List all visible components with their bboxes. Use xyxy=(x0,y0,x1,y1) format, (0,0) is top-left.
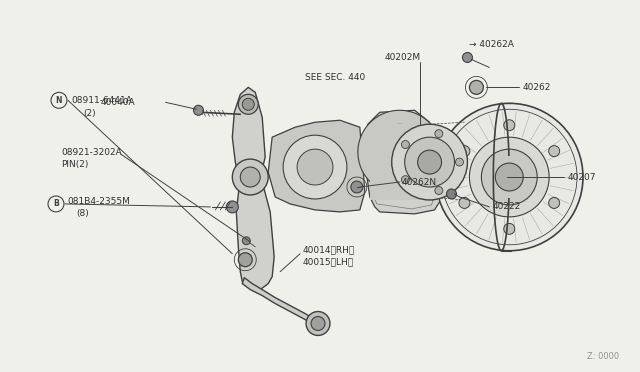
Circle shape xyxy=(447,189,456,199)
Text: Z: 0000: Z: 0000 xyxy=(587,352,619,361)
Text: (2): (2) xyxy=(83,109,95,118)
Text: B: B xyxy=(53,199,59,208)
Circle shape xyxy=(227,201,238,213)
Text: 40202M: 40202M xyxy=(385,53,421,62)
Circle shape xyxy=(297,149,333,185)
Polygon shape xyxy=(268,120,365,212)
Circle shape xyxy=(435,130,443,138)
Circle shape xyxy=(459,198,470,208)
Circle shape xyxy=(504,120,515,131)
Circle shape xyxy=(404,137,454,187)
Circle shape xyxy=(232,159,268,195)
Circle shape xyxy=(351,181,363,193)
Circle shape xyxy=(504,223,515,234)
Text: (8): (8) xyxy=(76,209,89,218)
Text: 40222: 40222 xyxy=(492,202,520,211)
Circle shape xyxy=(283,135,347,199)
Text: PIN(2): PIN(2) xyxy=(61,160,88,169)
Text: 081B4-2355M: 081B4-2355M xyxy=(67,198,130,206)
Circle shape xyxy=(469,137,549,217)
Polygon shape xyxy=(236,152,274,290)
Polygon shape xyxy=(365,110,440,214)
Circle shape xyxy=(456,158,463,166)
Circle shape xyxy=(435,186,443,195)
Circle shape xyxy=(306,311,330,336)
Polygon shape xyxy=(232,87,265,187)
Circle shape xyxy=(459,146,470,157)
Circle shape xyxy=(495,163,524,191)
Text: 40014〈RH〉: 40014〈RH〉 xyxy=(302,245,355,254)
Circle shape xyxy=(548,146,559,157)
Circle shape xyxy=(51,92,67,108)
Text: SEE SEC. 440: SEE SEC. 440 xyxy=(305,73,365,82)
Text: 40262N: 40262N xyxy=(402,177,437,186)
Circle shape xyxy=(240,167,260,187)
Circle shape xyxy=(401,176,410,184)
Text: N: N xyxy=(56,96,62,105)
Circle shape xyxy=(193,105,204,115)
Circle shape xyxy=(311,317,325,330)
Circle shape xyxy=(392,124,467,200)
Circle shape xyxy=(243,98,254,110)
Text: 40262: 40262 xyxy=(522,83,550,92)
Text: 40015〈LH〉: 40015〈LH〉 xyxy=(302,257,353,266)
Text: 40207: 40207 xyxy=(567,173,596,182)
Circle shape xyxy=(358,110,442,194)
Text: 40040A: 40040A xyxy=(101,98,136,107)
Text: 08911-6441A: 08911-6441A xyxy=(71,96,132,105)
Circle shape xyxy=(401,141,410,148)
Polygon shape xyxy=(243,278,320,327)
Text: 08921-3202A: 08921-3202A xyxy=(61,148,122,157)
Circle shape xyxy=(481,149,537,205)
Circle shape xyxy=(238,253,252,267)
Circle shape xyxy=(469,80,483,94)
Circle shape xyxy=(548,198,559,208)
Circle shape xyxy=(436,103,583,251)
Circle shape xyxy=(372,124,428,180)
Circle shape xyxy=(238,94,258,114)
Text: → 40262A: → 40262A xyxy=(469,40,515,49)
Circle shape xyxy=(243,237,250,245)
Circle shape xyxy=(463,52,472,62)
Polygon shape xyxy=(370,124,429,200)
Circle shape xyxy=(418,150,442,174)
Circle shape xyxy=(48,196,64,212)
